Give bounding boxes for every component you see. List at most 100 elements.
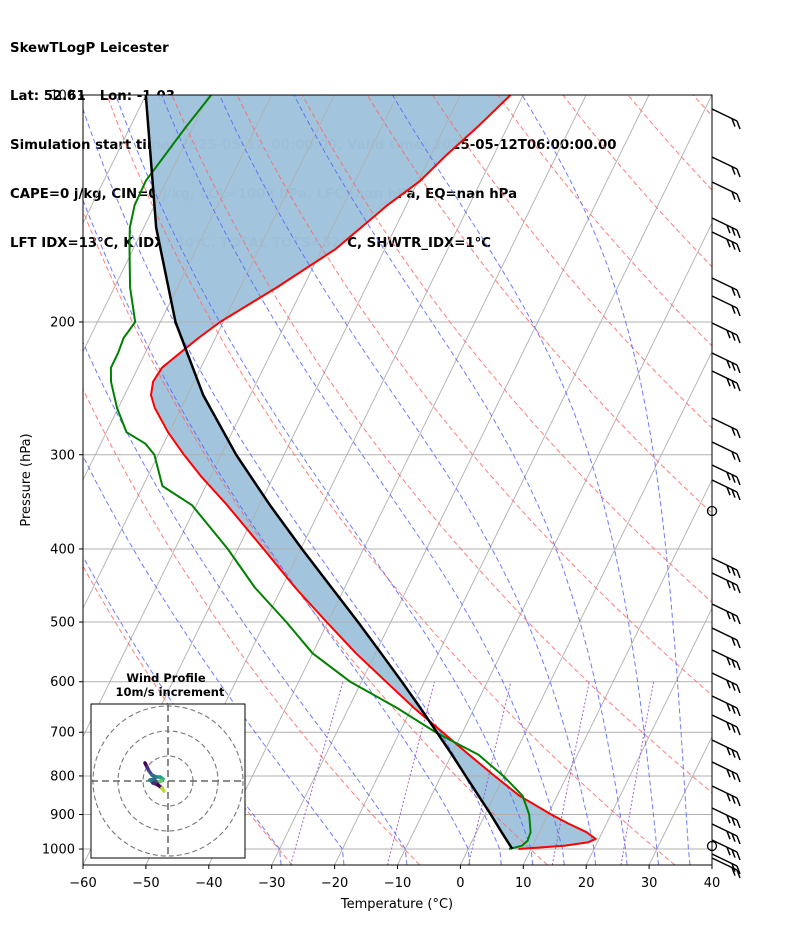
wind-barb	[711, 156, 741, 178]
moist-adiabat-line	[83, 198, 471, 865]
isotherm-line	[83, 95, 273, 481]
y-tick-label: 1000	[42, 843, 75, 858]
mixing-ratio-line	[290, 681, 344, 865]
dry-adiabat-line	[562, 95, 712, 268]
moist-adiabat-line	[293, 95, 628, 865]
x-axis-label: Temperature (°C)	[340, 897, 453, 912]
wind-barb	[711, 217, 741, 239]
x-tick-label: 0	[456, 876, 464, 891]
dry-adiabat-line	[627, 95, 712, 191]
y-tick-label: 800	[50, 769, 75, 784]
wind-barb	[711, 695, 741, 717]
isotherm-line	[83, 95, 210, 353]
hodograph-inset: Wind Profile 10m/s increment	[90, 671, 246, 859]
dewpoint-profile-line	[109, 95, 532, 850]
wind-barb	[711, 295, 741, 317]
wind-barb	[711, 839, 741, 861]
isotherm-line	[459, 350, 712, 865]
y-tick-label: 400	[50, 542, 75, 557]
moist-adiabat-line	[521, 95, 691, 865]
cin-shaded-area	[145, 95, 596, 849]
dry-adiabat-line	[432, 95, 712, 429]
x-tick-label: −40	[195, 876, 222, 891]
moist-adiabat-line	[83, 455, 345, 865]
temperature-profile-line	[150, 95, 597, 850]
wind-barb	[711, 572, 741, 594]
wind-barb	[711, 352, 741, 374]
wind-barb	[711, 857, 741, 879]
isotherm-line	[271, 95, 650, 865]
wind-barb	[711, 807, 741, 829]
y-tick-label: 600	[50, 675, 75, 690]
y-tick-label: 100	[50, 89, 75, 104]
y-tick-label: 900	[50, 808, 75, 823]
moist-adiabat-line	[115, 95, 534, 865]
x-tick-label: 40	[704, 876, 721, 891]
isotherm-line	[775, 95, 794, 865]
axes-layer: −60 −50 −40 −30 −20 −10 0 10 20 30 40 100 200 300 400 5…	[42, 89, 720, 892]
y-tick-label: 700	[50, 726, 75, 741]
wind-barb	[711, 479, 741, 501]
y-tick-label: 300	[50, 448, 75, 463]
isotherm-line	[711, 863, 712, 865]
isotherm-line	[522, 478, 712, 865]
wind-barb	[711, 761, 741, 783]
x-tick-label: 10	[515, 876, 532, 891]
x-tick-label: −30	[258, 876, 285, 891]
profile-lines-layer	[109, 95, 597, 850]
isotherm-line	[83, 95, 335, 610]
isotherm-line	[334, 95, 712, 865]
wind-barb	[711, 181, 741, 203]
wind-barb	[711, 322, 741, 344]
dry-adiabat-line	[83, 209, 548, 865]
wind-barbs	[706, 108, 741, 879]
chart-title: SkewTLogP Leicester	[10, 40, 169, 56]
dry-adiabat-line	[692, 95, 712, 117]
x-tick-label: 20	[578, 876, 595, 891]
wind-barb	[711, 739, 741, 761]
wind-barb	[711, 785, 741, 807]
x-tick-label: −10	[384, 876, 411, 891]
y-tick-label: 500	[50, 616, 75, 631]
hodograph-subtitle: 10m/s increment	[116, 685, 225, 699]
calm-wind-circle	[706, 505, 718, 517]
isotherm-line	[0, 95, 20, 865]
wind-barb	[711, 672, 741, 694]
moist-adiabat-line	[161, 95, 565, 865]
dry-adiabat-line	[171, 95, 712, 794]
isotherm-line	[208, 95, 587, 865]
cape-area-layer	[145, 95, 596, 849]
wind-barb	[711, 231, 741, 253]
x-tick-label: −20	[321, 876, 348, 891]
moist-adiabat-line	[83, 107, 502, 865]
x-tick-label: 30	[641, 876, 658, 891]
mixing-ratio-line	[468, 681, 512, 865]
wind-barb	[711, 823, 741, 845]
y-tick-label: 200	[50, 315, 75, 330]
wind-barb	[711, 627, 741, 649]
x-tick-label: −50	[132, 876, 159, 891]
isotherm-line	[83, 95, 84, 96]
isotherm-line	[648, 735, 712, 865]
isotherm-line	[585, 607, 712, 865]
mixing-ratio-line	[620, 681, 655, 865]
wind-barb	[711, 714, 741, 736]
wind-barb	[711, 441, 741, 463]
moist-adiabat-line	[218, 95, 597, 865]
dry-adiabat-line	[83, 387, 421, 865]
wind-barb	[711, 277, 741, 299]
wind-barb	[711, 649, 741, 671]
wind-barb	[711, 370, 741, 392]
moist-adiabat-line	[392, 95, 659, 865]
dry-adiabat-line	[106, 95, 676, 865]
wind-barb	[711, 464, 741, 486]
isotherm-line	[83, 95, 398, 738]
wind-barb	[711, 417, 741, 439]
hodograph-trace-segment	[160, 786, 166, 793]
calm-wind-circle	[706, 840, 718, 852]
wind-barb	[711, 557, 741, 579]
mixing-ratio-line	[387, 681, 435, 865]
mixing-ratio-line	[551, 681, 590, 865]
wind-barb	[711, 108, 741, 130]
